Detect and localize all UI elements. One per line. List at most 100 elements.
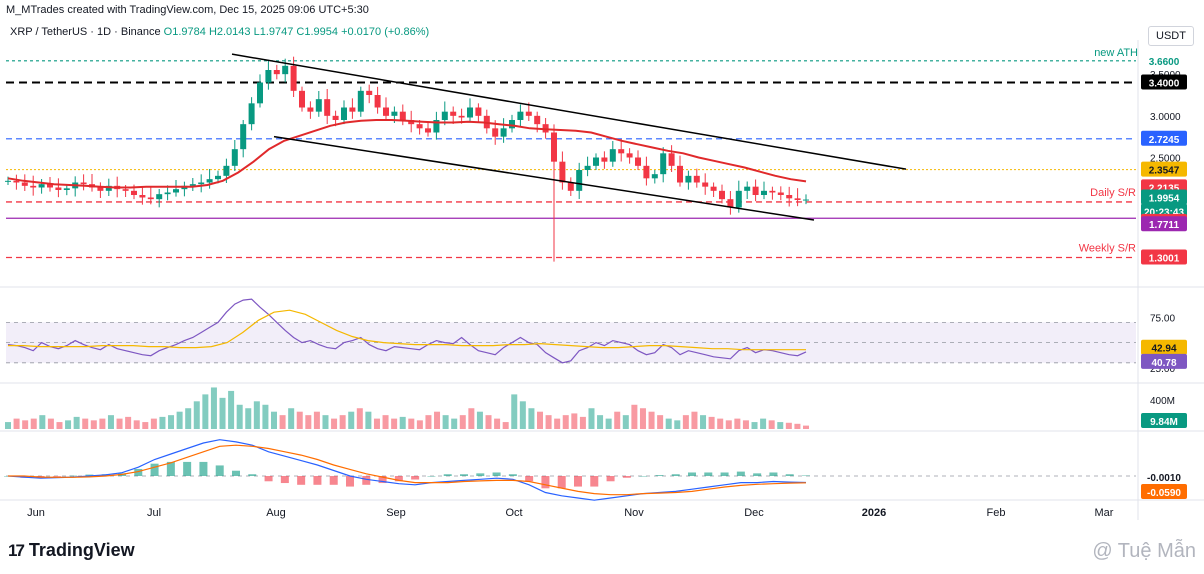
volume-bar xyxy=(631,404,638,429)
macd-histogram-bar xyxy=(574,476,582,487)
volume-bar xyxy=(562,415,569,429)
candle-body xyxy=(509,120,515,129)
volume-bar xyxy=(751,422,758,429)
candle-body xyxy=(601,157,608,162)
badge-countdown: 20:23:43 xyxy=(1144,208,1184,219)
macd-histogram-bar xyxy=(411,476,420,480)
time-axis-label: Nov xyxy=(624,507,644,519)
macd-histogram-bar xyxy=(753,473,762,476)
macd-histogram-bar xyxy=(688,472,696,476)
macd-histogram-bar xyxy=(199,461,208,476)
time-axis-label: Dec xyxy=(744,507,764,519)
macd-histogram-bar xyxy=(622,476,631,478)
volume-bar xyxy=(682,415,689,429)
candle-body xyxy=(626,153,633,158)
candle-body xyxy=(299,90,305,108)
volume-bar xyxy=(5,422,11,429)
volume-bar xyxy=(425,415,432,429)
annotation-daily-sr: Daily S/R xyxy=(1090,187,1136,199)
volume-bar xyxy=(168,415,175,429)
candle-body xyxy=(467,107,473,118)
candle-body xyxy=(307,107,314,112)
rsi-tick-label: 75.00 xyxy=(1150,313,1175,324)
tradingview-name: TradingView xyxy=(28,540,135,560)
volume-bar xyxy=(271,411,277,429)
badge-price: 1.9954 xyxy=(1149,194,1180,205)
candle-body xyxy=(215,175,221,180)
candle-body xyxy=(198,182,205,185)
volume-bar xyxy=(760,418,767,429)
volume-bar xyxy=(742,420,749,429)
badge-macd-hist-bg xyxy=(1141,469,1187,484)
macd-histogram-bar xyxy=(264,476,273,482)
macd-histogram-bar xyxy=(557,476,566,489)
low-value: L1.9747 xyxy=(253,26,294,38)
candle-body xyxy=(189,184,196,186)
channel-lower-line xyxy=(273,135,815,221)
volume-bar xyxy=(519,401,526,429)
volume-bar xyxy=(476,411,483,429)
change-value: +0.0170 (+0.86%) xyxy=(341,26,430,38)
badge-2354-bg xyxy=(1141,161,1187,177)
candle-body xyxy=(441,111,448,120)
volume-bar xyxy=(279,415,286,429)
candle-body xyxy=(719,190,725,200)
rsi-tick-label: 25.00 xyxy=(1150,364,1175,375)
volume-bar xyxy=(339,415,346,429)
volume-bar xyxy=(691,411,698,429)
symbol-label[interactable]: XRP / TetherUS · 1D · Binance xyxy=(10,26,161,38)
volume-bar xyxy=(373,418,380,429)
volume-bar xyxy=(648,411,655,429)
macd-histogram-bar xyxy=(427,476,436,477)
candle-body xyxy=(349,107,356,112)
volume-bar xyxy=(262,404,269,429)
volume-bar xyxy=(511,394,518,429)
volume-bar xyxy=(485,415,492,429)
macd-histogram-bar xyxy=(394,476,403,482)
candle-body xyxy=(777,192,784,195)
badge-ema: 2.2135 xyxy=(1149,183,1180,194)
ohlc-legend: XRP / TetherUS · 1D · Binance O1.9784 H2… xyxy=(10,26,429,38)
tradingview-brand[interactable]: 17 TradingView xyxy=(8,540,135,561)
volume-bar xyxy=(125,416,132,429)
macd-histogram-bar xyxy=(590,476,599,487)
macd-histogram-bar xyxy=(704,472,713,476)
badge-macd-hist: -0.0010 xyxy=(1147,473,1181,484)
candle-body xyxy=(609,149,616,162)
created-by-text: M_MTrades created with TradingView.com, … xyxy=(6,4,369,16)
rsi-line xyxy=(7,298,807,364)
macd-histogram-bar xyxy=(215,465,224,476)
candle-body xyxy=(500,128,507,137)
volume-bar xyxy=(777,422,784,429)
volume-bar xyxy=(391,418,398,429)
candle-body xyxy=(240,124,247,150)
volume-bar xyxy=(150,418,157,429)
volume-bar xyxy=(554,418,561,429)
candle-body xyxy=(433,120,440,133)
candle-body xyxy=(643,165,650,179)
candle-body xyxy=(315,99,322,112)
macd-histogram-bar xyxy=(769,472,778,476)
volume-bar xyxy=(717,418,724,429)
volume-bar xyxy=(365,411,372,429)
volume-bar xyxy=(236,404,243,429)
badge-signal: -0.0590 xyxy=(1147,488,1181,499)
candle-body xyxy=(164,192,171,195)
macd-histogram-bar xyxy=(541,476,550,489)
candle-body xyxy=(584,165,591,170)
candle-body xyxy=(55,187,62,190)
candle-body xyxy=(677,165,683,183)
macd-histogram-bar xyxy=(134,468,143,476)
candle-body xyxy=(206,179,213,183)
candle-body xyxy=(651,174,658,179)
ema-line xyxy=(7,119,807,189)
badge-rsi-ma: 42.94 xyxy=(1151,344,1176,355)
volume-bar xyxy=(73,416,80,429)
volume-bar xyxy=(597,415,604,429)
candle-body xyxy=(786,195,793,199)
currency-button[interactable]: USDT xyxy=(1148,26,1194,46)
candle-body xyxy=(794,198,801,200)
candle-body xyxy=(273,70,280,75)
high-value: H2.0143 xyxy=(208,26,251,38)
